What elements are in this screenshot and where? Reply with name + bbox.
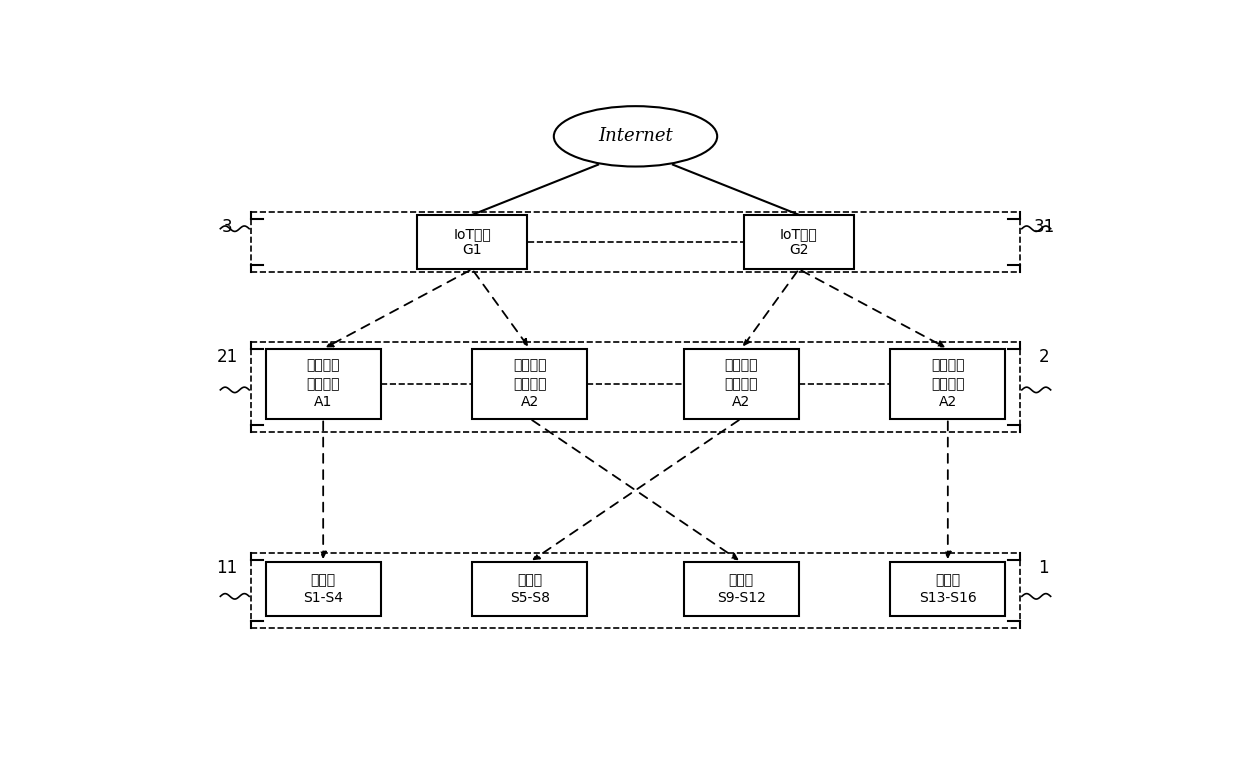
Bar [472,562,588,616]
Text: 21: 21 [217,347,238,365]
Text: 11: 11 [217,559,238,577]
Text: 传感器
S13-S16: 传感器 S13-S16 [919,573,977,605]
Text: 2: 2 [1039,347,1049,365]
Text: 3: 3 [222,218,232,236]
Bar [417,215,527,269]
Bar [683,349,799,419]
Text: IoT网关
G2: IoT网关 G2 [780,227,817,257]
Text: 1: 1 [1039,559,1049,577]
Text: 传感器
S1-S4: 传感器 S1-S4 [303,573,343,605]
Text: Internet: Internet [598,127,673,145]
Text: IoT网关
G1: IoT网关 G1 [454,227,491,257]
Ellipse shape [554,106,717,166]
Bar [265,349,381,419]
Text: 传感器
S5-S8: 传感器 S5-S8 [510,573,549,605]
Bar [744,215,854,269]
Bar [683,562,799,616]
Bar [472,349,588,419]
Bar [890,562,1006,616]
Bar [890,349,1006,419]
Text: 传感集成
与中继器
A1: 传感集成 与中继器 A1 [306,358,340,409]
Text: 31: 31 [1033,218,1054,236]
Text: 传感集成
与中继器
A2: 传感集成 与中继器 A2 [513,358,547,409]
Text: 传感器
S9-S12: 传感器 S9-S12 [717,573,765,605]
Text: 传感集成
与中继器
A2: 传感集成 与中继器 A2 [931,358,965,409]
Bar [265,562,381,616]
Text: 传感集成
与中继器
A2: 传感集成 与中继器 A2 [724,358,758,409]
